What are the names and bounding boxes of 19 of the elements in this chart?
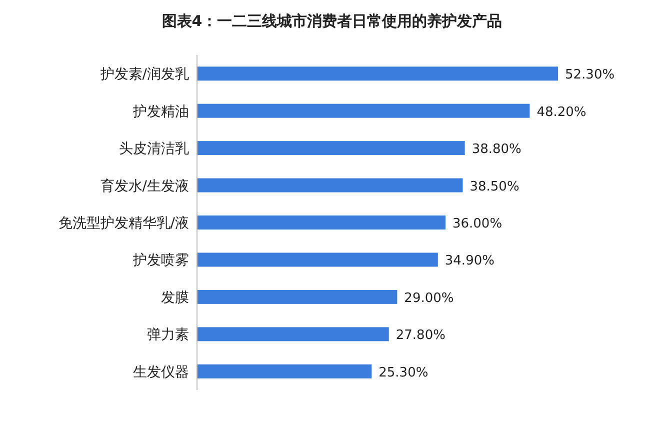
value-label: 38.80%: [472, 142, 522, 158]
category-label: 生发仪器: [133, 364, 189, 380]
value-label: 25.30%: [378, 365, 428, 380]
value-label: 27.80%: [396, 328, 446, 344]
value-label: 34.90%: [444, 254, 494, 269]
value-label: 52.30%: [565, 68, 615, 83]
category-label: 发膜: [161, 290, 189, 306]
category-label: 护发精油: [133, 104, 189, 120]
category-label: 护发喷雾: [133, 252, 189, 269]
value-label: 36.00%: [452, 216, 502, 232]
value-label: 48.20%: [536, 104, 586, 120]
value-label: 29.00%: [404, 290, 454, 306]
category-label: 弹力素: [147, 327, 189, 344]
category-label: 免洗型护发精华乳/液: [58, 216, 189, 232]
category-label: 护发素/润发乳: [100, 66, 189, 83]
value-label: 38.50%: [470, 179, 520, 194]
title: 图表4：一二三线城市消费者日常使用的养护发产品: [162, 12, 502, 30]
category-label: 头皮清洁乳: [119, 141, 189, 158]
category-label: 育发水/生发液: [100, 178, 189, 194]
